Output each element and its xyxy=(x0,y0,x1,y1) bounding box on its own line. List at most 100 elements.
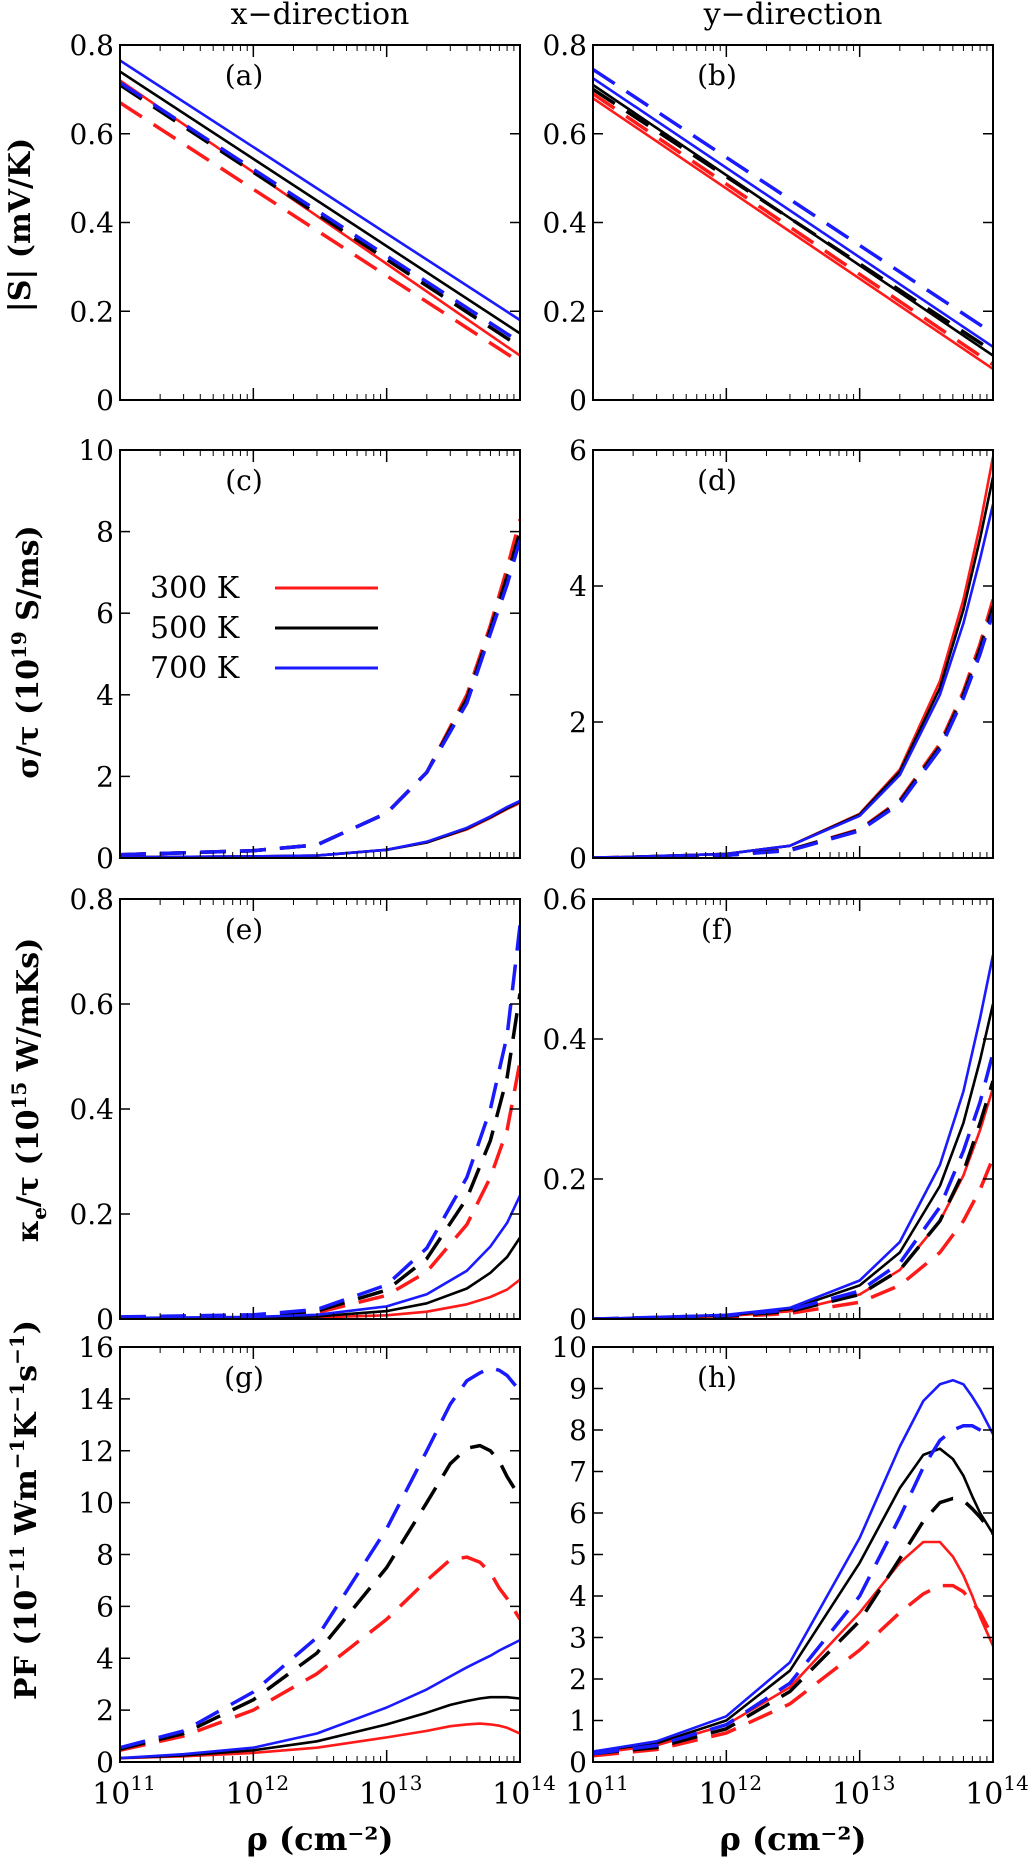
series-f-700K-dashed xyxy=(593,1052,993,1319)
xtick-base-h-13: 10 xyxy=(832,1777,870,1812)
ytick-label-a-0: 0 xyxy=(96,384,114,417)
xtick-label-g-14: 1014 xyxy=(492,1771,556,1812)
series-b-500K-solid xyxy=(593,83,993,357)
xtick-label-g-11: 1011 xyxy=(92,1771,156,1812)
ytick-label-c-1: 2 xyxy=(96,760,114,793)
panel-f: 0 0.2 0.4 0.6 (f) xyxy=(542,883,994,1336)
xlabel-right: ρ (cm⁻²) xyxy=(720,1820,867,1858)
ylabel-kappa-text: κ xyxy=(11,1220,46,1243)
ytick-label-g-2: 4 xyxy=(96,1642,114,1675)
col-title-x: x−direction xyxy=(231,0,410,32)
ytick-label-f-2: 0.4 xyxy=(542,1023,587,1056)
frame-f xyxy=(592,898,994,1320)
xtick-exp-g-14: 14 xyxy=(530,1771,555,1795)
xtick-exp-g-12: 12 xyxy=(264,1771,289,1795)
ylabel-sigma-unit: S/ms) xyxy=(11,525,46,631)
series-group-a xyxy=(120,59,520,364)
xtick-exp-g-11: 11 xyxy=(130,1771,155,1795)
series-g-700K-dashed xyxy=(120,1366,520,1750)
ytick-label-f-3: 0.6 xyxy=(542,883,587,916)
series-g-300K-dashed xyxy=(120,1555,520,1753)
ytick-label-b-2: 0.4 xyxy=(542,207,587,240)
ytick-label-g-6: 12 xyxy=(78,1435,114,1468)
ylabel-sigma: σ/τ (1019 S/ms) xyxy=(7,525,46,778)
ytick-label-d-3: 6 xyxy=(569,434,587,467)
ytick-label-d-0: 0 xyxy=(569,842,587,875)
ytick-label-g-7: 14 xyxy=(78,1383,114,1416)
svg-text:PF (10−11 Wm−1K−1s−1): PF (10−11 Wm−1K−1s−1) xyxy=(5,1320,44,1700)
series-h-500K-solid xyxy=(593,1447,993,1753)
series-d-300K-solid xyxy=(593,456,993,858)
xtick-label-h-11: 1011 xyxy=(565,1771,629,1812)
xtick-base-h-14: 10 xyxy=(965,1777,1003,1812)
ylabel-pf-exp1: −11 xyxy=(5,1545,29,1590)
ylabel-pf-text: PF (10 xyxy=(9,1590,44,1700)
panel-e: 0 0.2 0.4 0.6 0.8 (e) xyxy=(69,883,521,1336)
ytick-label-f-0: 0 xyxy=(569,1303,587,1336)
series-group-c xyxy=(120,518,520,858)
series-a-300K-solid xyxy=(120,79,520,357)
xtick-base-h-12: 10 xyxy=(699,1777,737,1812)
ylabel-kappa-unit: W/mKs) xyxy=(11,938,46,1082)
series-f-500K-solid xyxy=(593,1003,993,1319)
series-b-700K-solid xyxy=(593,77,993,348)
series-d-300K-dashed xyxy=(593,599,993,858)
xtick-exp-g-13: 13 xyxy=(397,1771,422,1795)
ytick-label-d-2: 4 xyxy=(569,570,587,603)
series-group-b xyxy=(593,67,993,370)
ytick-label-d-1: 2 xyxy=(569,706,587,739)
ylabel-pf-k: K xyxy=(9,1412,44,1439)
series-a-500K-dashed xyxy=(120,83,520,349)
ytick-label-b-4: 0.8 xyxy=(542,29,587,62)
ytick-label-h-2: 2 xyxy=(569,1663,587,1696)
xtick-exp-h-12: 12 xyxy=(737,1771,762,1795)
series-h-700K-dashed xyxy=(593,1424,993,1756)
series-b-700K-dashed xyxy=(593,67,993,335)
ylabel-sigma-exp: 19 xyxy=(7,631,31,659)
panel-label-a: (a) xyxy=(225,59,264,92)
ytick-label-a-4: 0.8 xyxy=(69,29,114,62)
ylabel-kappa: κe/τ (1015 W/mKs) xyxy=(7,938,51,1243)
ylabel-kappa-mid: /τ (10 xyxy=(11,1110,46,1208)
col-title-y: y−direction xyxy=(703,0,883,32)
xtick-base-g-13: 10 xyxy=(359,1777,397,1812)
ytick-label-g-8: 16 xyxy=(78,1331,114,1364)
ytick-label-a-3: 0.6 xyxy=(69,118,114,151)
ytick-label-a-1: 0.2 xyxy=(69,295,114,328)
svg-text:σ/τ (1019 S/ms): σ/τ (1019 S/ms) xyxy=(7,525,46,778)
ytick-label-e-2: 0.4 xyxy=(69,1093,114,1126)
series-h-700K-solid xyxy=(593,1378,993,1753)
ytick-label-c-2: 4 xyxy=(96,679,114,712)
panel-label-b: (b) xyxy=(697,59,737,92)
ytick-label-h-7: 7 xyxy=(569,1456,587,1489)
ytick-label-e-4: 0.8 xyxy=(69,883,114,916)
frame-g xyxy=(119,1346,521,1763)
series-e-300K-dashed xyxy=(120,1061,520,1319)
xtick-exp-h-11: 11 xyxy=(603,1771,628,1795)
series-a-700K-solid xyxy=(120,59,520,322)
ytick-label-g-3: 6 xyxy=(96,1590,114,1623)
ylabel-sigma-text: σ/τ (10 xyxy=(11,659,46,779)
legend-label-300: 300 K xyxy=(150,571,240,606)
panel-label-e: (e) xyxy=(225,913,263,946)
series-g-500K-solid xyxy=(120,1695,520,1760)
panel-c: 0 2 4 6 8 10 (c) xyxy=(78,434,521,875)
panel-label-c: (c) xyxy=(225,464,263,497)
series-b-300K-dashed xyxy=(593,92,993,366)
legend: 300 K 500 K 700 K xyxy=(150,571,378,686)
ylabel-kappa-exp: 15 xyxy=(7,1082,31,1110)
ytick-label-h-1: 1 xyxy=(569,1705,587,1738)
series-d-700K-dashed xyxy=(593,612,993,858)
series-f-300K-solid xyxy=(593,1087,993,1319)
xtick-exp-h-14: 14 xyxy=(1003,1771,1028,1795)
ytick-label-a-2: 0.4 xyxy=(69,207,114,240)
ytick-label-h-3: 3 xyxy=(569,1622,587,1655)
xlabel-left: ρ (cm⁻²) xyxy=(247,1820,394,1858)
ylabel-pf-exp3: −1 xyxy=(5,1382,29,1413)
ytick-label-e-0: 0 xyxy=(96,1303,114,1336)
panels: 00.20.40.60.8(a)00.20.40.60.8(b)0246810(… xyxy=(69,29,1028,1812)
ytick-label-h-9: 9 xyxy=(569,1373,587,1406)
series-group-h xyxy=(593,1378,993,1758)
